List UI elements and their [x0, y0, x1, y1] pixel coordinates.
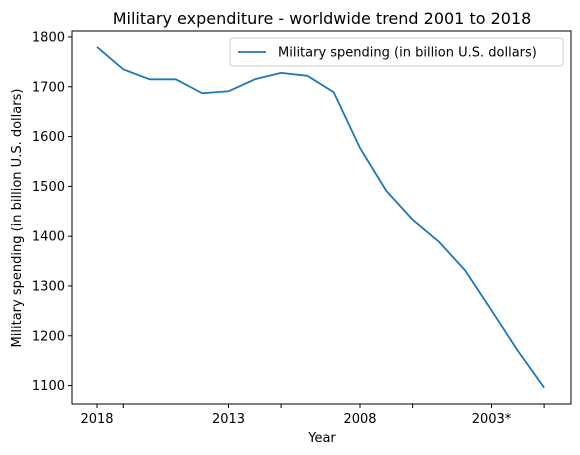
legend: Military spending (in billion U.S. dolla…: [229, 37, 564, 67]
x-tick-label: 2013: [212, 412, 245, 427]
plot-frame: [71, 30, 572, 405]
series-line: [96, 46, 545, 389]
x-tick-label: 2018: [80, 412, 113, 427]
x-tick-label: 2003*: [472, 412, 512, 427]
y-tick-label: 1400: [32, 230, 65, 245]
legend-label: Military spending (in billion U.S. dolla…: [278, 46, 537, 61]
chart-title: Military expenditure - worldwide trend 2…: [113, 9, 532, 28]
y-axis-label: Military spending (in billion U.S. dolla…: [10, 89, 25, 348]
y-tick-label: 1200: [32, 329, 65, 344]
y-tick-label: 1300: [32, 279, 65, 294]
plot-area: 1100 1200 1300 1400 1500 1600 1700 1800 2018 2013…: [32, 30, 545, 427]
legend-box: [229, 37, 564, 67]
x-tick-label: 2008: [343, 412, 376, 427]
y-tick-label: 1100: [32, 379, 65, 394]
y-tick-label: 1700: [32, 80, 65, 95]
x-axis-label: Year: [307, 431, 336, 446]
y-tick-label: 1600: [32, 130, 65, 145]
y-tick-label: 1800: [32, 30, 65, 45]
y-tick-label: 1500: [32, 180, 65, 195]
